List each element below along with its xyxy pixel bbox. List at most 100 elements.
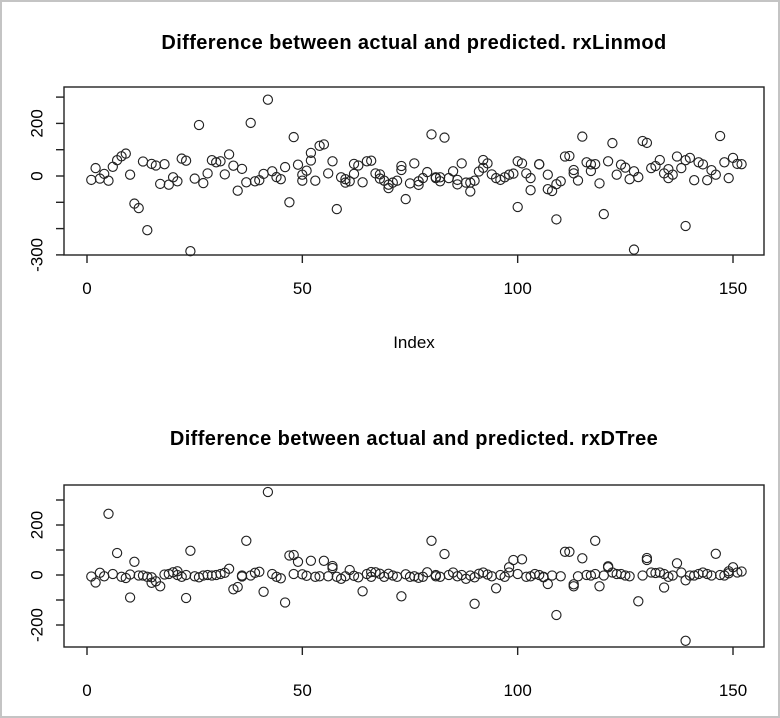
data-point (279, 597, 291, 608)
data-point (710, 548, 721, 559)
data-point (482, 158, 493, 169)
data-point (223, 563, 235, 574)
data-point (680, 220, 691, 232)
y-axis-tick-label: 0 (27, 570, 46, 579)
data-point (409, 571, 420, 582)
data-point (434, 176, 446, 187)
data-point (387, 570, 398, 581)
data-point (331, 203, 342, 215)
data-point (516, 158, 528, 169)
data-point (357, 177, 368, 188)
data-point (111, 547, 123, 559)
data-point (723, 172, 734, 184)
data-point (585, 159, 597, 170)
data-point (594, 178, 605, 189)
data-point (641, 552, 653, 564)
data-point (413, 572, 424, 583)
data-point (551, 609, 562, 621)
data-point (736, 566, 747, 577)
data-point (370, 567, 381, 578)
data-point (572, 571, 584, 582)
data-point (546, 570, 558, 581)
data-point (172, 176, 183, 187)
data-point (124, 592, 136, 603)
plot-box (63, 484, 765, 648)
data-point (301, 165, 312, 176)
data-point (624, 571, 635, 582)
data-point (318, 139, 330, 150)
data-point (185, 545, 196, 556)
data-point (146, 577, 157, 588)
data-point (732, 567, 743, 578)
data-point (241, 535, 252, 546)
data-point (107, 568, 118, 580)
data-point (572, 175, 584, 186)
data-point (654, 567, 665, 578)
data-point (90, 162, 101, 174)
data-point (86, 174, 97, 186)
data-point (422, 166, 433, 178)
y-axis-tick-label: -300 (27, 238, 46, 272)
data-point (176, 571, 187, 582)
data-point (103, 508, 114, 519)
data-point (129, 556, 140, 567)
data-point (219, 169, 230, 180)
data-point (318, 555, 330, 566)
data-point (585, 165, 597, 177)
data-point (710, 169, 721, 180)
data-point (305, 147, 317, 159)
data-point (288, 568, 299, 580)
data-point (275, 573, 286, 584)
data-point (564, 546, 575, 557)
data-point (654, 154, 665, 166)
data-point (542, 169, 553, 180)
data-point (611, 169, 622, 180)
data-point (288, 131, 299, 143)
data-point (469, 175, 480, 186)
data-point (262, 486, 274, 498)
data-point (292, 159, 304, 170)
data-point (689, 175, 700, 186)
data-point (228, 160, 239, 171)
data-point (469, 598, 480, 609)
data-point (262, 94, 274, 105)
data-point (602, 156, 614, 167)
data-point (439, 548, 450, 560)
data-point (215, 156, 226, 167)
x-axis-tick-label: 150 (719, 681, 747, 700)
data-point (159, 159, 170, 170)
data-point (193, 119, 205, 131)
data-point (641, 137, 653, 149)
data-point (568, 581, 579, 592)
data-point (314, 571, 325, 582)
data-point (366, 155, 377, 166)
data-point (155, 581, 166, 592)
x-axis-tick-label: 100 (503, 279, 531, 298)
data-point (512, 201, 523, 213)
data-point (236, 163, 248, 175)
plot1-points (86, 94, 747, 257)
data-point (292, 556, 304, 567)
data-point (305, 555, 317, 566)
data-point (456, 158, 467, 169)
data-point (697, 159, 709, 170)
data-point (133, 202, 144, 214)
data-point (198, 570, 209, 581)
x-axis-tick-label: 150 (719, 279, 747, 298)
data-point (559, 151, 571, 162)
data-point (396, 164, 407, 176)
data-point (641, 554, 653, 566)
data-point (404, 178, 416, 189)
data-point (590, 159, 601, 170)
data-point (400, 193, 411, 205)
data-point (348, 570, 360, 581)
data-point (396, 591, 407, 602)
data-point (103, 175, 114, 186)
data-point (211, 157, 222, 168)
data-point (568, 164, 579, 176)
data-point (323, 571, 334, 582)
plot-box (63, 86, 765, 256)
data-point (310, 175, 321, 186)
